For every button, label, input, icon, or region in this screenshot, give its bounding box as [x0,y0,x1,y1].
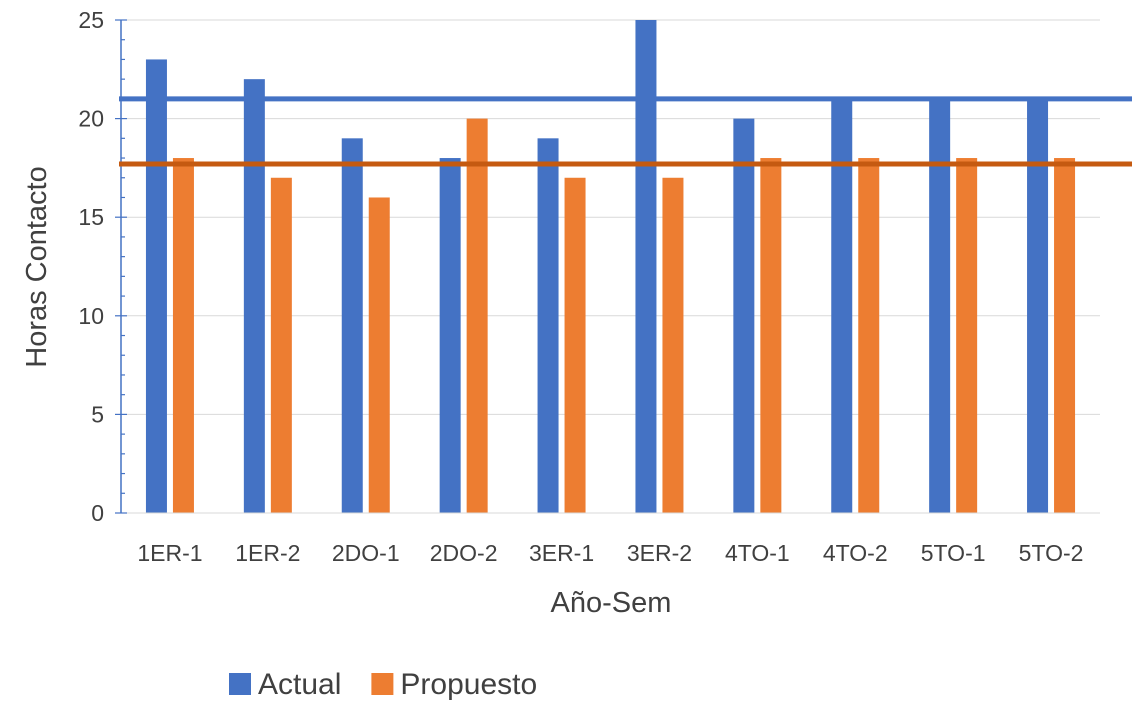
x-tick-label: 5TO-2 [1019,540,1084,566]
y-tick-label: 10 [78,303,104,329]
bar-propuesto-5to-2 [1054,158,1076,514]
y-tick-label: 5 [91,401,104,427]
bar-propuesto-4to-1 [760,158,782,514]
y-tick-labels: 0 5 10 15 20 25 [78,7,104,526]
bar-propuesto-1er-2 [270,177,292,513]
x-tick-label: 3ER-1 [529,540,594,566]
x-tick-label: 1ER-1 [137,540,202,566]
bar-propuesto-2do-2 [466,118,488,513]
bar-actual-4to-2 [831,98,853,513]
legend-swatch-actual [229,673,251,695]
legend-swatch-propuesto [371,673,394,695]
axes [115,19,1100,514]
bar-actual-1er-2 [243,79,265,513]
x-tick-label: 4TO-1 [725,540,790,566]
y-tick-label: 25 [78,7,104,33]
bar-propuesto-2do-1 [368,197,390,514]
x-tick-label: 2DO-2 [430,540,498,566]
x-tick-labels: 1ER-1 1ER-2 2DO-1 2DO-2 3ER-1 3ER-2 4TO-1 4TO-2… [137,540,1083,566]
bar-propuesto-3er-1 [564,177,586,513]
bar-actual-2do-2 [439,158,461,514]
x-tick-label: 1ER-2 [235,540,300,566]
x-tick-label: 2DO-1 [332,540,400,566]
bar-propuesto-4to-2 [858,158,880,514]
x-tick-label: 3ER-2 [627,540,692,566]
y-axis-title: Horas Contacto [21,166,53,368]
bar-propuesto-1er-1 [172,158,194,514]
bar-actual-4to-1 [733,118,755,513]
bar-actual-1er-1 [145,59,167,513]
x-tick-label: 5TO-1 [921,540,986,566]
legend-label-propuesto: Propuesto [400,668,537,701]
y-tick-label: 20 [78,106,104,132]
y-tick-label: 15 [78,204,104,230]
bar-actual-3er-2 [635,20,657,513]
bar-actual-3er-1 [537,138,559,513]
x-tick-label: 4TO-2 [823,540,888,566]
y-tick-label: 0 [91,500,104,526]
bar-actual-5to-1 [929,98,951,513]
bars [145,20,1076,514]
bar-propuesto-3er-2 [662,177,684,513]
x-axis-title: Año-Sem [551,587,672,619]
reference-lines [119,96,1132,167]
legend: Actual Propuesto [229,668,537,701]
bar-actual-2do-1 [341,138,363,513]
legend-label-actual: Actual [258,668,341,701]
bar-propuesto-5to-1 [956,158,978,514]
gridlines [121,19,1100,415]
bar-actual-5to-2 [1027,98,1049,513]
